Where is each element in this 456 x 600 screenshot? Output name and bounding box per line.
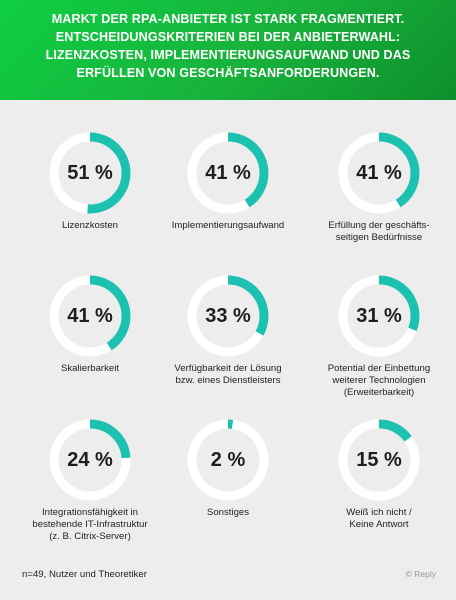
percent-label: 41 % <box>67 304 113 327</box>
category-label-line: bzw. eines Dienstleisters <box>175 375 281 386</box>
donut-chart: 41 % <box>45 271 135 361</box>
donut-chart: 41 % <box>334 128 424 218</box>
donut-chart: 51 % <box>45 128 135 218</box>
donut-chart: 15 % <box>334 415 424 505</box>
category-label: Potential der Einbettung weiterer Technol… <box>304 363 454 399</box>
percent-label: 33 % <box>205 304 251 327</box>
donut-chart: 41 % <box>183 128 273 218</box>
donut-value-arc <box>338 419 420 501</box>
donut-value-arc <box>187 419 269 501</box>
donut-svg <box>338 275 420 357</box>
category-label: Sonstiges <box>153 507 303 519</box>
donut-chart: 33 % <box>183 271 273 361</box>
category-label-line: Skalierbarkeit <box>60 363 120 374</box>
donut-svg <box>187 132 269 214</box>
percent-label: 24 % <box>67 448 113 471</box>
sample-note: n=49, Nutzer und Theoretiker <box>22 569 147 580</box>
page-title: MARKT DER RPA-ANBIETER IST STARK FRAGMEN… <box>45 12 411 80</box>
donut-value-arc <box>49 419 131 501</box>
category-label-line: Potential der Einbettung <box>327 363 431 374</box>
donut-value-arc <box>338 275 420 357</box>
category-label-line: bestehende IT-Infrastruktur <box>32 519 148 530</box>
donut-svg <box>49 275 131 357</box>
donut-value-arc <box>49 132 131 214</box>
category-label-line: Integrationsfähigkeit in <box>42 507 138 518</box>
percent-label: 41 % <box>205 161 251 184</box>
category-label: Integrationsfähigkeit in bestehende IT-In… <box>15 507 165 543</box>
donut-value-arc <box>338 132 420 214</box>
donut-svg <box>49 132 131 214</box>
category-label: Implementierungsaufwand <box>153 220 303 232</box>
category-label-line: Erfüllung der geschäfts- <box>328 220 430 231</box>
category-label-line: seitigen Bedürfnisse <box>335 232 423 243</box>
category-label-line: weiterer Technologien <box>332 375 426 386</box>
category-label-line: Sonstiges <box>206 507 250 518</box>
percent-label: 31 % <box>356 304 402 327</box>
donut-chart: 24 % <box>45 415 135 505</box>
donut-chart: 2 % <box>183 415 273 505</box>
header-banner: MARKT DER RPA-ANBIETER IST STARK FRAGMEN… <box>0 0 456 100</box>
category-label-line: Implementierungsaufwand <box>171 220 285 231</box>
percent-label: 41 % <box>356 161 402 184</box>
category-label-line: Lizenzkosten <box>62 220 118 231</box>
donut-svg <box>187 419 269 501</box>
category-label-line: (Erweiterbarkeit) <box>343 387 415 398</box>
percent-label: 2 % <box>210 448 246 471</box>
category-label-line: (z. B. Citrix-Server) <box>49 531 131 542</box>
donut-svg <box>338 132 420 214</box>
donut-value-arc <box>187 132 269 214</box>
category-label: Skalierbarkeit <box>15 363 165 375</box>
donut-svg <box>49 419 131 501</box>
category-label-line: Verfügbarkeit der Lösung <box>174 363 282 374</box>
category-label: Weiß ich nicht / Keine Antwort <box>304 507 454 531</box>
category-label-line: Weiß ich nicht / <box>346 507 412 518</box>
donut-value-arc <box>49 275 131 357</box>
category-label: Lizenzkosten <box>15 220 165 232</box>
category-label: Erfüllung der geschäfts-seitigen Bedürfn… <box>304 220 454 244</box>
category-label: Verfügbarkeit der Lösung bzw. eines Diens… <box>153 363 303 387</box>
donut-svg <box>187 275 269 357</box>
donut-svg <box>338 419 420 501</box>
percent-label: 15 % <box>356 448 402 471</box>
donut-chart: 31 % <box>334 271 424 361</box>
copyright-credit: © Reply <box>405 569 436 579</box>
percent-label: 51 % <box>67 161 113 184</box>
category-label-line: Keine Antwort <box>349 519 409 530</box>
donut-value-arc <box>187 275 269 357</box>
